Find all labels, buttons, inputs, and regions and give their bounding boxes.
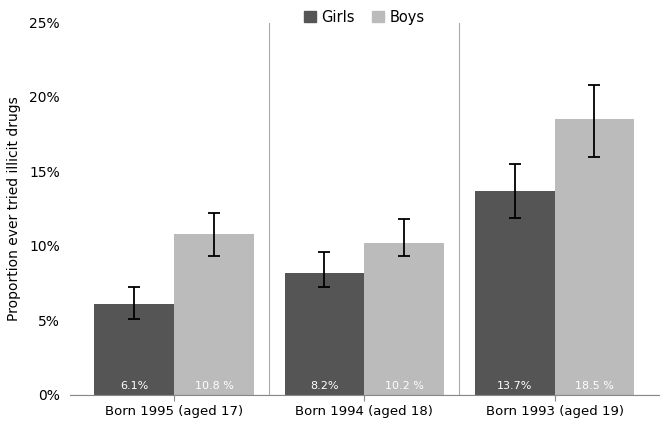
Text: 18.5 %: 18.5 %: [575, 381, 614, 391]
Bar: [174, 234, 254, 395]
Bar: [475, 191, 555, 395]
Text: 6.1%: 6.1%: [121, 381, 149, 391]
Bar: [284, 272, 364, 395]
Bar: [95, 304, 174, 395]
Text: 8.2%: 8.2%: [310, 381, 339, 391]
Bar: [555, 119, 634, 395]
Y-axis label: Proportion ever tried illicit drugs: Proportion ever tried illicit drugs: [7, 96, 21, 321]
Bar: [364, 243, 444, 395]
Text: 10.2 %: 10.2 %: [385, 381, 424, 391]
Legend: Girls, Boys: Girls, Boys: [298, 4, 431, 31]
Text: 10.8 %: 10.8 %: [194, 381, 234, 391]
Text: 13.7%: 13.7%: [497, 381, 532, 391]
